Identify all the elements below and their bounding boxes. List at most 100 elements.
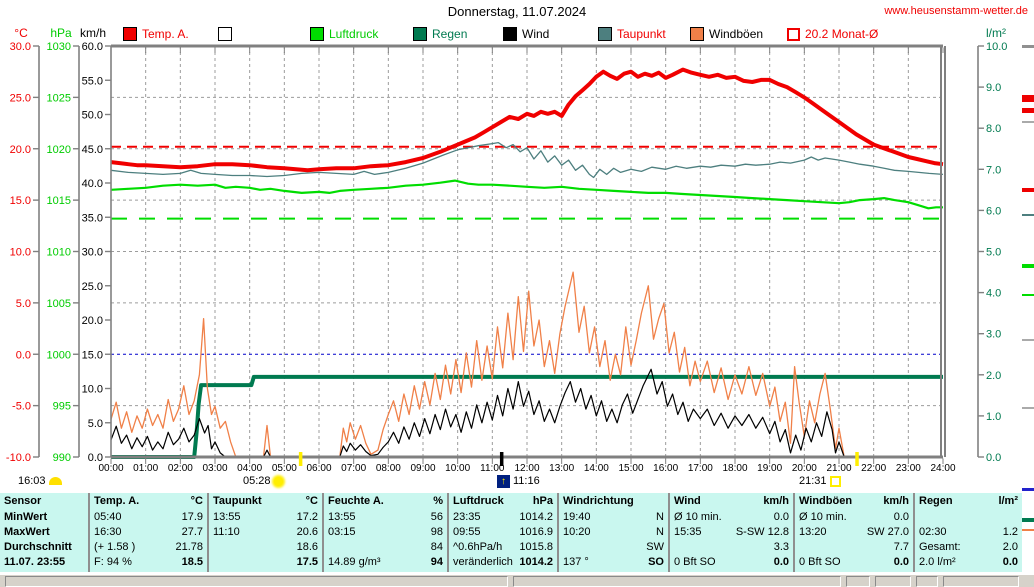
axis-tick-label-hpa: 1015 (47, 195, 71, 207)
axis-tick-label-lm2: 2.0 (986, 370, 1001, 382)
edge-mark (1022, 214, 1034, 216)
status-panel (5, 576, 508, 587)
table-row: 11:10 20.6 (209, 525, 322, 540)
x-axis-label: 21:00 (826, 463, 851, 474)
table-row: 13:55 56 (324, 510, 447, 525)
table-row: 17.5 (209, 555, 322, 570)
website-link[interactable]: www.heusenstamm-wetter.de (884, 5, 1028, 17)
table-header-title: Windrichtung (563, 495, 634, 507)
axis-tick-label-lm2: 4.0 (986, 288, 1001, 300)
edge-mark (1022, 108, 1034, 113)
cell-value: 0.0 (773, 511, 789, 523)
table-row: 14.89 g/m³ 94 (324, 555, 447, 570)
table-row: 05:40 17.9 (90, 510, 207, 525)
legend-swatch-icon (310, 27, 324, 41)
table-header-unit: % (433, 495, 443, 507)
edge-mark (1022, 407, 1034, 409)
table-header: Windböen km/h (795, 493, 913, 510)
moonrise-icon: ↑ (497, 474, 510, 488)
x-axis-label: 16:00 (653, 463, 678, 474)
table-row: Ø 10 min. 0.0 (795, 510, 913, 525)
legend-label: Windböen (709, 27, 764, 41)
cell-time: 23:35 (453, 511, 481, 523)
x-axis-label: 01:00 (133, 463, 158, 474)
axis-tick-label-c: 20.0 (10, 144, 31, 156)
table-row: 03:15 98 (324, 525, 447, 540)
legend-item-luftdruck: Luftdruck (310, 27, 378, 41)
axis-tick-label-kmh: 0.0 (88, 452, 103, 464)
table-header-title: Feuchte A. (328, 495, 384, 507)
table-row: 137 ° SO (559, 555, 668, 570)
cell-value: S-SW 12.8 (735, 526, 789, 538)
axis-tick-label-hpa: 1005 (47, 298, 71, 310)
x-axis-label: 00:00 (98, 463, 123, 474)
table-header-unit: hPa (532, 495, 553, 507)
axis-tick-label-c: 15.0 (10, 195, 31, 207)
x-axis-label: 14:00 (584, 463, 609, 474)
series-taupunkt (110, 141, 944, 179)
table-row (915, 510, 1022, 525)
x-axis-label: 19:00 (757, 463, 782, 474)
cell-time: 05:40 (94, 511, 122, 523)
legend-label: Temp. A. (142, 27, 189, 41)
table-row: (+ 1.58 ) 21.78 (90, 540, 207, 555)
cell-value: 1014.2 (519, 511, 553, 523)
cell-value: 21.78 (175, 541, 203, 553)
cell-time: 14.89 g/m³ (328, 556, 381, 568)
x-axis-label: 18:00 (722, 463, 747, 474)
table-row: ^0.6hPa/h 1015.8 (449, 540, 557, 555)
table-header-unit: l/m² (998, 495, 1018, 507)
table-row: 84 (324, 540, 447, 555)
series-luftdruck (110, 179, 943, 210)
axis-tick-label-hpa: 1000 (47, 349, 71, 361)
status-panel (846, 576, 870, 587)
table-separator (447, 493, 449, 572)
x-axis-label: 11:00 (480, 463, 505, 474)
x-axis-label: 23:00 (896, 463, 921, 474)
x-axis-label: 05:00 (272, 463, 297, 474)
x-axis-label: 06:00 (306, 463, 331, 474)
cell-time: 0 Bft SO (674, 556, 716, 568)
cell-value: 0.0 (893, 511, 909, 523)
astro-time: 16:03 (18, 475, 46, 487)
page-title: Donnerstag, 11.07.2024 (447, 4, 587, 19)
table-separator (668, 493, 670, 572)
x-axis-label: 07:00 (341, 463, 366, 474)
cell-time: 02:30 (919, 526, 947, 538)
axis-tick-label-c: 0.0 (16, 349, 31, 361)
edge-mark (1022, 95, 1034, 102)
x-axis-label: 22:00 (861, 463, 886, 474)
legend-item-wind: Wind (503, 27, 549, 41)
legend-item-windb-en: Windböen (690, 27, 763, 41)
table-header: Wind km/h (670, 493, 793, 510)
axis-tick-label-c: -10.0 (6, 452, 31, 464)
axis-tick-label-hpa: 1025 (47, 92, 71, 104)
edge-mark (1022, 121, 1034, 123)
table-column: Taupunkt °C 13:55 17.2 11:10 20.6 18.6 17.5 (209, 493, 322, 572)
cell-time: F: 94 % (94, 556, 132, 568)
x-axis-label: 15:00 (618, 463, 643, 474)
cell-time: 11:10 (213, 526, 240, 538)
edge-mark (1022, 518, 1034, 522)
cell-time: 2.0 l/m² (919, 556, 956, 568)
table-separator (88, 493, 90, 572)
table-row: 02:30 1.2 (915, 525, 1022, 540)
axis-tick-label-c: 30.0 (10, 41, 31, 53)
cell-time: 0 Bft SO (799, 556, 841, 568)
cell-value: SW 27.0 (866, 526, 909, 538)
series-regen (111, 374, 943, 459)
x-axis-label: 08:00 (376, 463, 401, 474)
axis-unit-c: °C (14, 26, 28, 40)
axis-tick-label-lm2: 9.0 (986, 82, 1001, 94)
table-row: 13:20 SW 27.0 (795, 525, 913, 540)
weather-chart: 00:00 01:00 02:00 03:00 04:00 05:00 06:00 07:00… (6, 26, 1008, 474)
table-row-label: 11.07. 23:55 (4, 556, 66, 568)
series-tempa (110, 67, 944, 173)
legend-swatch-icon (413, 27, 427, 41)
table-row: 18.6 (209, 540, 322, 555)
status-bar (0, 575, 1034, 587)
axis-tick-label-kmh: 40.0 (82, 178, 103, 190)
edge-mark (1022, 339, 1034, 341)
axis-tick-label-hpa: 1020 (47, 144, 71, 156)
